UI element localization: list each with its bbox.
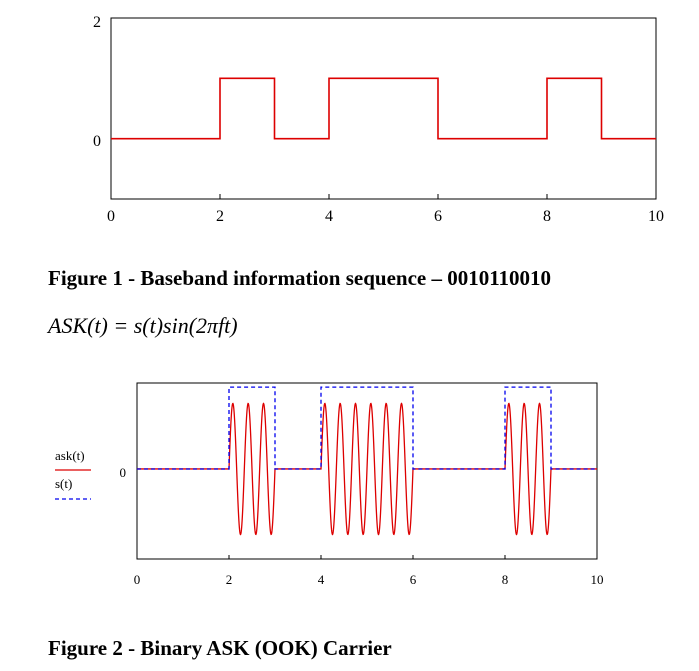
x-tick-label: 10 [591,572,604,587]
legend-label-s: s(t) [55,476,72,491]
plot-frame [110,17,657,200]
x-tick-label: 0 [134,572,141,587]
x-tick-label: 6 [434,208,442,225]
x-tick-label: 6 [410,572,417,587]
tick-marks [110,17,657,199]
baseband-chart: 2 0 0 2 4 6 8 10 [93,14,664,225]
x-tick-label: 4 [318,572,325,587]
baseband-dashed-line [137,386,597,470]
plot-frame [136,382,598,560]
legend-label-ask: ask(t) [55,448,85,463]
x-tick-label: 4 [325,208,333,225]
ask-chart: 0 0 2 4 6 8 10 ask(t) s(t) [55,382,604,587]
x-tick-label: 10 [648,208,664,225]
y-tick-label: 0 [120,465,127,480]
tick-marks [136,468,598,559]
baseband-signal-line [111,77,656,140]
x-tick-label: 8 [502,572,509,587]
x-tick-label: 8 [543,208,551,225]
figure-2-caption: Figure 2 - Binary ASK (OOK) Carrier [48,636,392,660]
ask-equation: ASK(t) = s(t)sin(2πft) [48,313,238,338]
y-tick-label: 2 [93,14,101,31]
x-tick-label: 0 [107,208,115,225]
ask-signal-line [137,402,597,536]
y-tick-label: 0 [93,133,101,150]
legend: ask(t) s(t) [55,448,91,500]
figure-1-caption: Figure 1 - Baseband information sequence… [48,266,552,290]
x-tick-label: 2 [216,208,224,225]
x-tick-label: 2 [226,572,233,587]
